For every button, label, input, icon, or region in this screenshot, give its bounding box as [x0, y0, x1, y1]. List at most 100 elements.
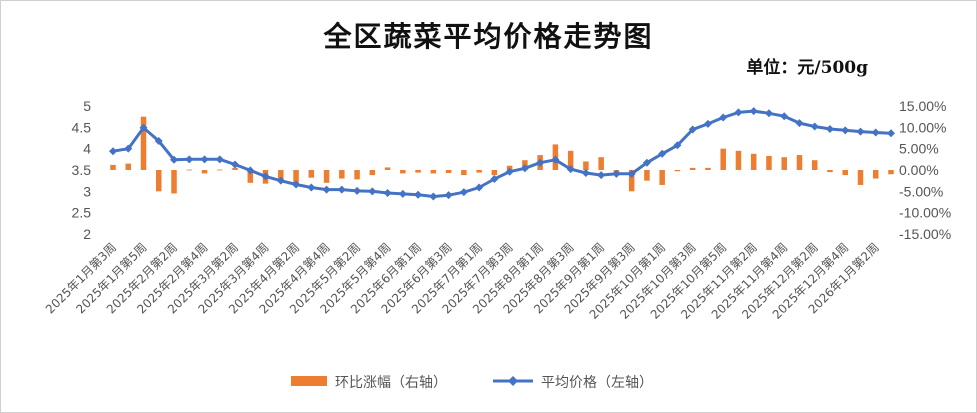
average-price-point: [307, 183, 316, 192]
bar-change: [827, 170, 833, 173]
average-price-point: [673, 141, 682, 150]
bar-change: [628, 170, 635, 192]
bar-change: [125, 163, 132, 170]
right-axis-tick-label: 10.00%: [899, 119, 946, 135]
bar-change: [796, 155, 803, 170]
bar-change: [430, 170, 437, 174]
average-price-point: [200, 155, 209, 164]
average-price-point: [780, 112, 789, 121]
average-price-point: [444, 191, 453, 200]
average-price-point: [261, 172, 270, 181]
average-price-point: [719, 113, 728, 122]
bar-change: [659, 170, 665, 185]
legend-line-marker: [508, 376, 518, 386]
bar-change: [445, 170, 452, 173]
legend-bar-label: 环比涨幅（右轴）: [335, 375, 447, 391]
bar-change: [247, 170, 254, 183]
average-price-point: [612, 169, 621, 178]
bar-change: [583, 161, 589, 170]
bar-change: [735, 150, 742, 170]
average-price-point: [734, 108, 743, 117]
bar-change: [674, 170, 681, 172]
bar-change: [339, 170, 345, 179]
chart-unit-label: 单位：元/500g: [746, 58, 868, 78]
bar-change: [888, 170, 894, 175]
left-axis-tick-label: 4.5: [72, 119, 92, 135]
bar-change: [293, 170, 299, 185]
right-axis-tick-label: 15.00%: [899, 98, 946, 114]
average-price-point: [109, 147, 117, 156]
left-axis-tick-label: 3.5: [72, 162, 92, 178]
bar-change: [156, 170, 162, 192]
average-price-point: [231, 160, 240, 169]
average-price-point: [887, 129, 895, 138]
bar-change: [308, 170, 315, 178]
average-price-point: [246, 166, 255, 175]
average-price-point: [566, 165, 575, 174]
average-price-point: [124, 144, 133, 153]
average-price-point: [764, 109, 773, 118]
right-axis-tick-label: -5.00%: [899, 183, 943, 199]
average-price-point: [414, 190, 423, 199]
average-price-point: [810, 122, 819, 131]
left-axis-tick-label: 2: [83, 226, 91, 242]
average-price-point: [429, 192, 438, 201]
legend-bar-swatch: [291, 376, 327, 386]
average-price-point: [581, 168, 590, 177]
right-axis-tick-label: 0.00%: [899, 162, 939, 178]
bar-change: [201, 170, 208, 174]
average-price-point: [322, 185, 331, 194]
bar-change: [354, 170, 360, 180]
average-price-point: [825, 125, 834, 134]
bar-change: [476, 170, 482, 173]
average-price-point: [368, 187, 377, 196]
bar-change: [278, 170, 284, 181]
average-price-point: [703, 119, 712, 128]
average-price-point: [276, 176, 285, 185]
right-axis-tick-label: 5.00%: [899, 141, 939, 157]
average-price-point: [490, 174, 499, 183]
bar-change: [415, 170, 421, 173]
bar-change: [766, 155, 772, 170]
bar-change: [217, 169, 223, 171]
bar-change: [811, 160, 818, 170]
average-price-point: [627, 169, 636, 178]
left-axis-tick-label: 2.5: [72, 205, 92, 221]
average-price-point: [383, 189, 392, 198]
bar-change: [384, 167, 391, 170]
bar-change: [644, 170, 650, 181]
average-price-point: [795, 119, 804, 128]
average-price-point: [353, 186, 362, 195]
right-axis-tick-label: -15.00%: [899, 226, 951, 242]
bar-change: [110, 164, 116, 170]
bar-change: [400, 170, 406, 174]
legend-line-label: 平均价格（左轴）: [541, 375, 653, 391]
average-price-point: [520, 164, 529, 173]
bar-change: [720, 148, 726, 170]
bar-change: [186, 169, 193, 171]
bar-change: [750, 153, 757, 170]
bar-change: [842, 170, 848, 176]
average-price-point: [170, 155, 179, 164]
average-price-point: [505, 167, 514, 176]
bar-change: [567, 150, 574, 170]
bar-change: [689, 167, 696, 170]
average-price-point: [688, 125, 697, 134]
average-price-point: [185, 155, 194, 164]
bar-change: [369, 170, 376, 176]
average-price-point: [337, 185, 346, 194]
bar-change: [461, 170, 467, 176]
average-price-point: [551, 155, 560, 164]
average-price-point: [215, 155, 224, 164]
right-axis-tick-label: -10.00%: [899, 205, 951, 221]
average-price-point: [841, 126, 850, 135]
bar-change: [857, 170, 864, 185]
average-price-point: [459, 188, 468, 197]
bar-change: [872, 170, 879, 179]
average-price-point: [749, 107, 758, 116]
average-price-point: [658, 149, 667, 158]
left-axis-tick-label: 5: [83, 98, 91, 114]
average-price-point: [475, 183, 484, 192]
